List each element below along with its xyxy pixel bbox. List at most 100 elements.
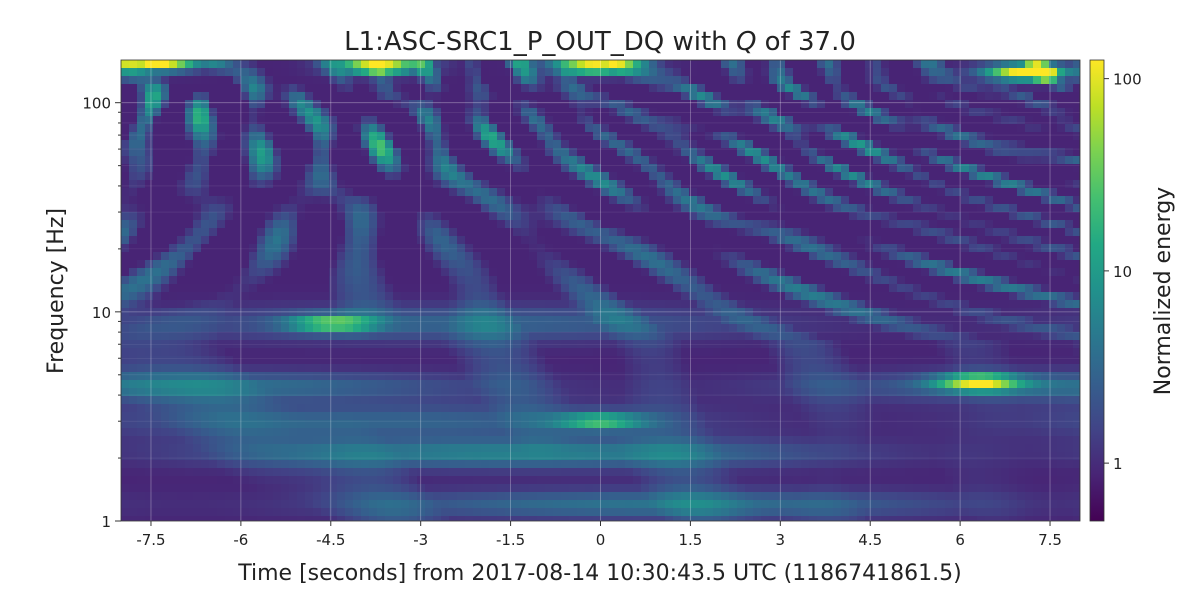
heatmap-cell [993, 156, 1002, 165]
heatmap-cell [201, 100, 210, 109]
heatmap-cell [417, 308, 426, 317]
heatmap-cell [281, 196, 290, 205]
heatmap-cell [881, 284, 890, 293]
heatmap-cell [793, 284, 802, 293]
heatmap-cell [257, 364, 266, 373]
heatmap-cell [609, 340, 618, 349]
heatmap-cell [833, 228, 842, 237]
heatmap-cell [265, 372, 274, 381]
heatmap-cell [897, 156, 906, 165]
heatmap-cell [1025, 372, 1034, 381]
heatmap-cell [865, 84, 874, 93]
heatmap-cell [417, 116, 426, 125]
heatmap-cell [217, 300, 226, 309]
heatmap-cell [569, 148, 578, 157]
heatmap-cell [889, 292, 898, 301]
heatmap-cell [345, 348, 354, 357]
heatmap-cell [825, 188, 834, 197]
heatmap-cell [417, 188, 426, 197]
heatmap-cell [561, 156, 570, 165]
heatmap-cell [297, 348, 306, 357]
heatmap-cell [897, 100, 906, 109]
heatmap-cell [449, 292, 458, 301]
heatmap-cell [777, 244, 786, 253]
heatmap-cell [545, 284, 554, 293]
heatmap-cell [161, 60, 170, 69]
heatmap-cell [1017, 268, 1026, 277]
heatmap-cell [585, 92, 594, 101]
heatmap-cell [969, 372, 978, 381]
heatmap-cell [553, 180, 562, 189]
heatmap-cell [385, 124, 394, 133]
heatmap-cell [169, 356, 178, 365]
heatmap-cell [689, 68, 698, 77]
heatmap-cell [225, 308, 234, 317]
heatmap-cell [505, 236, 514, 245]
heatmap-cell [289, 212, 298, 221]
heatmap-cell [825, 284, 834, 293]
heatmap-cell [497, 84, 506, 93]
heatmap-cell [449, 60, 458, 69]
heatmap-cell [177, 124, 186, 133]
heatmap-cell [649, 140, 658, 149]
heatmap-cell [801, 220, 810, 229]
heatmap-cell [921, 204, 930, 213]
heatmap-cell [537, 348, 546, 357]
heatmap-cell [225, 324, 234, 333]
heatmap-cell [865, 332, 874, 341]
heatmap-cell [593, 60, 602, 69]
heatmap-cell [449, 236, 458, 245]
heatmap-cell [825, 108, 834, 117]
heatmap-cell [713, 60, 722, 69]
heatmap-cell [393, 156, 402, 165]
heatmap-cell [489, 108, 498, 117]
heatmap-cell [465, 348, 474, 357]
heatmap-cell [633, 132, 642, 141]
heatmap-cell [345, 116, 354, 125]
heatmap-cell [577, 188, 586, 197]
heatmap-cell [225, 268, 234, 277]
heatmap-cell [1001, 284, 1010, 293]
heatmap-cell [305, 204, 314, 213]
heatmap-cell [321, 332, 330, 341]
heatmap-cell [825, 276, 834, 285]
heatmap-cell [617, 324, 626, 333]
heatmap-cell [273, 300, 282, 309]
heatmap-cell [169, 260, 178, 269]
heatmap-cell [681, 244, 690, 253]
heatmap-cell [465, 164, 474, 173]
heatmap-cell [945, 188, 954, 197]
heatmap-cell [545, 228, 554, 237]
heatmap-cell [641, 348, 650, 357]
heatmap-cell [961, 76, 970, 85]
heatmap-cell [385, 236, 394, 245]
heatmap-cell [521, 100, 530, 109]
heatmap-cell [561, 364, 570, 373]
heatmap-cell [489, 76, 498, 85]
heatmap-cell [161, 388, 170, 397]
heatmap-cell [833, 284, 842, 293]
heatmap-cell [361, 204, 370, 213]
heatmap-cell [337, 292, 346, 301]
heatmap-cell [705, 172, 714, 181]
heatmap-cell [121, 76, 130, 85]
heatmap-cell [233, 372, 242, 381]
heatmap-cell [593, 68, 602, 77]
heatmap-cell [761, 276, 770, 285]
heatmap-cell [745, 100, 754, 109]
heatmap-cell [465, 84, 474, 93]
heatmap-cell [801, 132, 810, 141]
heatmap-cell [689, 372, 698, 381]
heatmap-cell [825, 244, 834, 253]
heatmap-cell [1041, 108, 1050, 117]
heatmap-cell [905, 68, 914, 77]
heatmap-cell [129, 244, 138, 253]
heatmap-cell [545, 356, 554, 365]
heatmap-cell [153, 388, 162, 397]
heatmap-cell [609, 124, 618, 133]
heatmap-cell [513, 172, 522, 181]
heatmap-cell [449, 100, 458, 109]
heatmap-cell [849, 268, 858, 277]
heatmap-cell [185, 140, 194, 149]
heatmap-cell [409, 340, 418, 349]
